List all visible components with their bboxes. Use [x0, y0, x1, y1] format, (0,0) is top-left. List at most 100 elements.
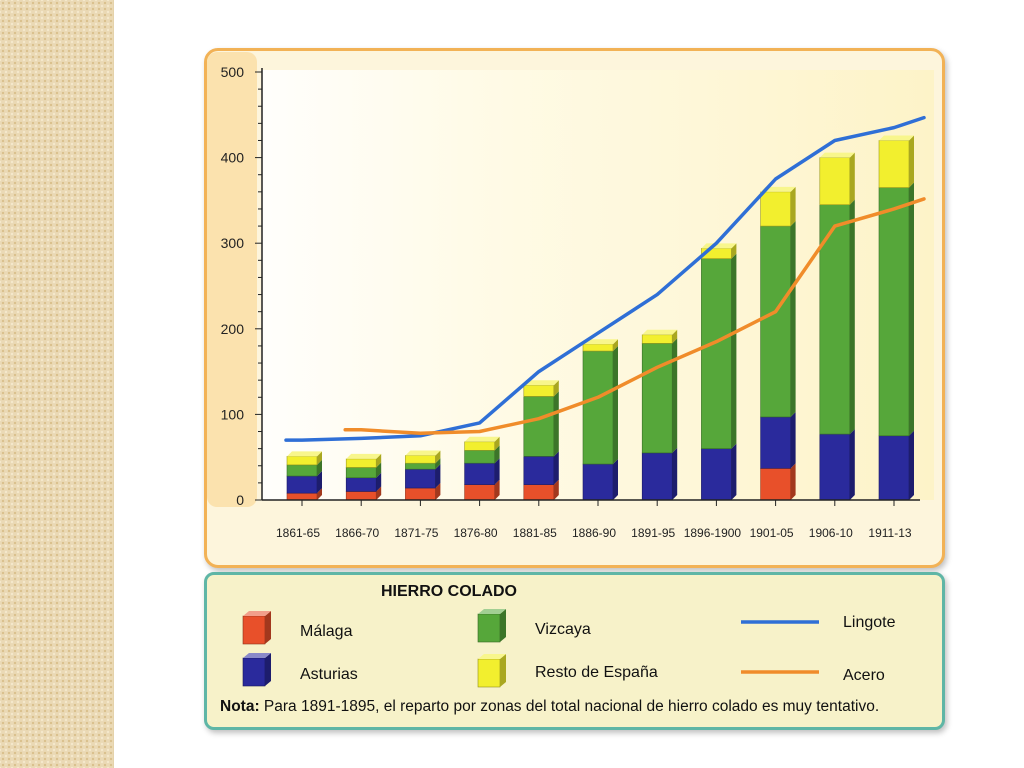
bar-side: [317, 459, 322, 477]
x-tick-label: 1881-85: [513, 526, 557, 540]
x-tick-label: 1896-1900: [684, 526, 742, 540]
bar-side: [613, 346, 618, 465]
x-tick-label: 1891-95: [631, 526, 675, 540]
bar-side: [849, 199, 855, 435]
bar-segment: [819, 157, 851, 205]
bar-segment: [345, 458, 377, 468]
bar-side: [613, 339, 618, 352]
bar-top: [464, 436, 500, 442]
bar-side: [376, 453, 382, 468]
bar-side: [849, 429, 855, 500]
bar-side: [435, 483, 441, 500]
bar-side: [731, 443, 737, 500]
bar-side: [494, 445, 500, 464]
legend-3-swatch-top: [478, 654, 506, 659]
y-tick-label: 500: [221, 64, 245, 80]
bar-segment: [405, 487, 436, 501]
note-label: Nota:: [220, 698, 260, 715]
bar-segment: [345, 491, 377, 501]
series-line: [284, 115, 926, 442]
bar-side: [376, 472, 382, 492]
legend-label: Lingote: [843, 614, 896, 631]
bar-side: [909, 135, 914, 188]
legend-0-swatch: [242, 615, 266, 645]
bar-segment: [405, 462, 436, 470]
x-tick-label: 1901-05: [750, 526, 794, 540]
legend-2-swatch-side: [500, 609, 506, 642]
y-tick-label: 300: [221, 235, 245, 251]
bar-side: [672, 338, 678, 453]
legend-1-swatch: [242, 657, 266, 687]
bar-segment: [878, 187, 910, 437]
x-tick-label: 1876-80: [454, 526, 498, 540]
bar-segment: [405, 455, 436, 464]
bar-side: [909, 182, 914, 436]
bar-segment: [582, 463, 614, 501]
decorative-strip: [0, 0, 114, 768]
bar-side: [909, 430, 914, 500]
series-line: [343, 197, 926, 435]
bar-top: [405, 450, 441, 456]
bar-segment: [405, 468, 436, 489]
bar-side: [790, 186, 796, 227]
bar-side: [317, 451, 322, 465]
bar-side: [553, 479, 559, 500]
bar-top: [879, 135, 914, 141]
bar-segment: [701, 448, 732, 501]
bar-segment: [582, 350, 614, 465]
bar-segment: [464, 450, 495, 464]
bar-segment: [286, 475, 318, 494]
bar-side: [376, 486, 382, 500]
bar-side: [317, 488, 322, 500]
x-tick-label: 1871-75: [394, 526, 438, 540]
bar-segment: [641, 334, 673, 344]
bar-segment: [641, 452, 673, 501]
legend-3-swatch: [477, 658, 501, 688]
y-tick-label: 200: [221, 321, 245, 337]
bar-segment: [701, 258, 732, 449]
bar-segment: [641, 343, 673, 454]
bar-segment: [760, 191, 791, 227]
x-tick-label: 1866-70: [335, 526, 379, 540]
legend-title: HIERRO COLADO: [381, 583, 517, 600]
bar-segment: [523, 456, 555, 485]
bar-top: [287, 451, 322, 457]
bar-side: [553, 451, 559, 485]
bar-side: [613, 459, 618, 500]
bar-side: [672, 447, 678, 500]
bar-segment: [345, 477, 377, 492]
legend-label: Málaga: [300, 623, 353, 640]
y-tick-label: 400: [221, 150, 245, 166]
bar-segment: [878, 140, 910, 188]
bar-top: [583, 339, 618, 345]
bar-side: [790, 221, 796, 417]
bar-top: [523, 380, 559, 386]
legend-1-swatch-side: [265, 653, 271, 686]
x-tick-label: 1861-65: [276, 526, 320, 540]
bar-segment: [760, 416, 791, 469]
x-tick-label: 1886-90: [572, 526, 616, 540]
bar-segment: [819, 433, 851, 501]
bar-segment: [523, 484, 555, 501]
x-tick-label: 1906-10: [809, 526, 853, 540]
bar-segment: [582, 343, 614, 352]
bar-side: [494, 436, 500, 451]
bar-segment: [878, 435, 910, 501]
legend-note: Nota: Para 1891-1895, el reparto por zon…: [220, 698, 879, 715]
bar-top: [642, 329, 678, 335]
bar-segment: [345, 467, 377, 479]
bar-side: [435, 464, 441, 489]
legend-0-swatch-top: [243, 611, 271, 616]
bar-side: [553, 391, 559, 457]
bar-top: [701, 243, 737, 249]
bar-segment: [286, 492, 318, 501]
bar-side: [731, 243, 737, 259]
bar-side: [494, 479, 500, 500]
legend-label: Resto de España: [535, 664, 658, 681]
bar-segment: [464, 441, 495, 451]
legend-panel: [204, 572, 945, 730]
legend-label: Vizcaya: [535, 621, 591, 638]
bar-top: [346, 453, 382, 459]
note-text: Para 1891-1895, el reparto por zonas del…: [260, 698, 880, 715]
